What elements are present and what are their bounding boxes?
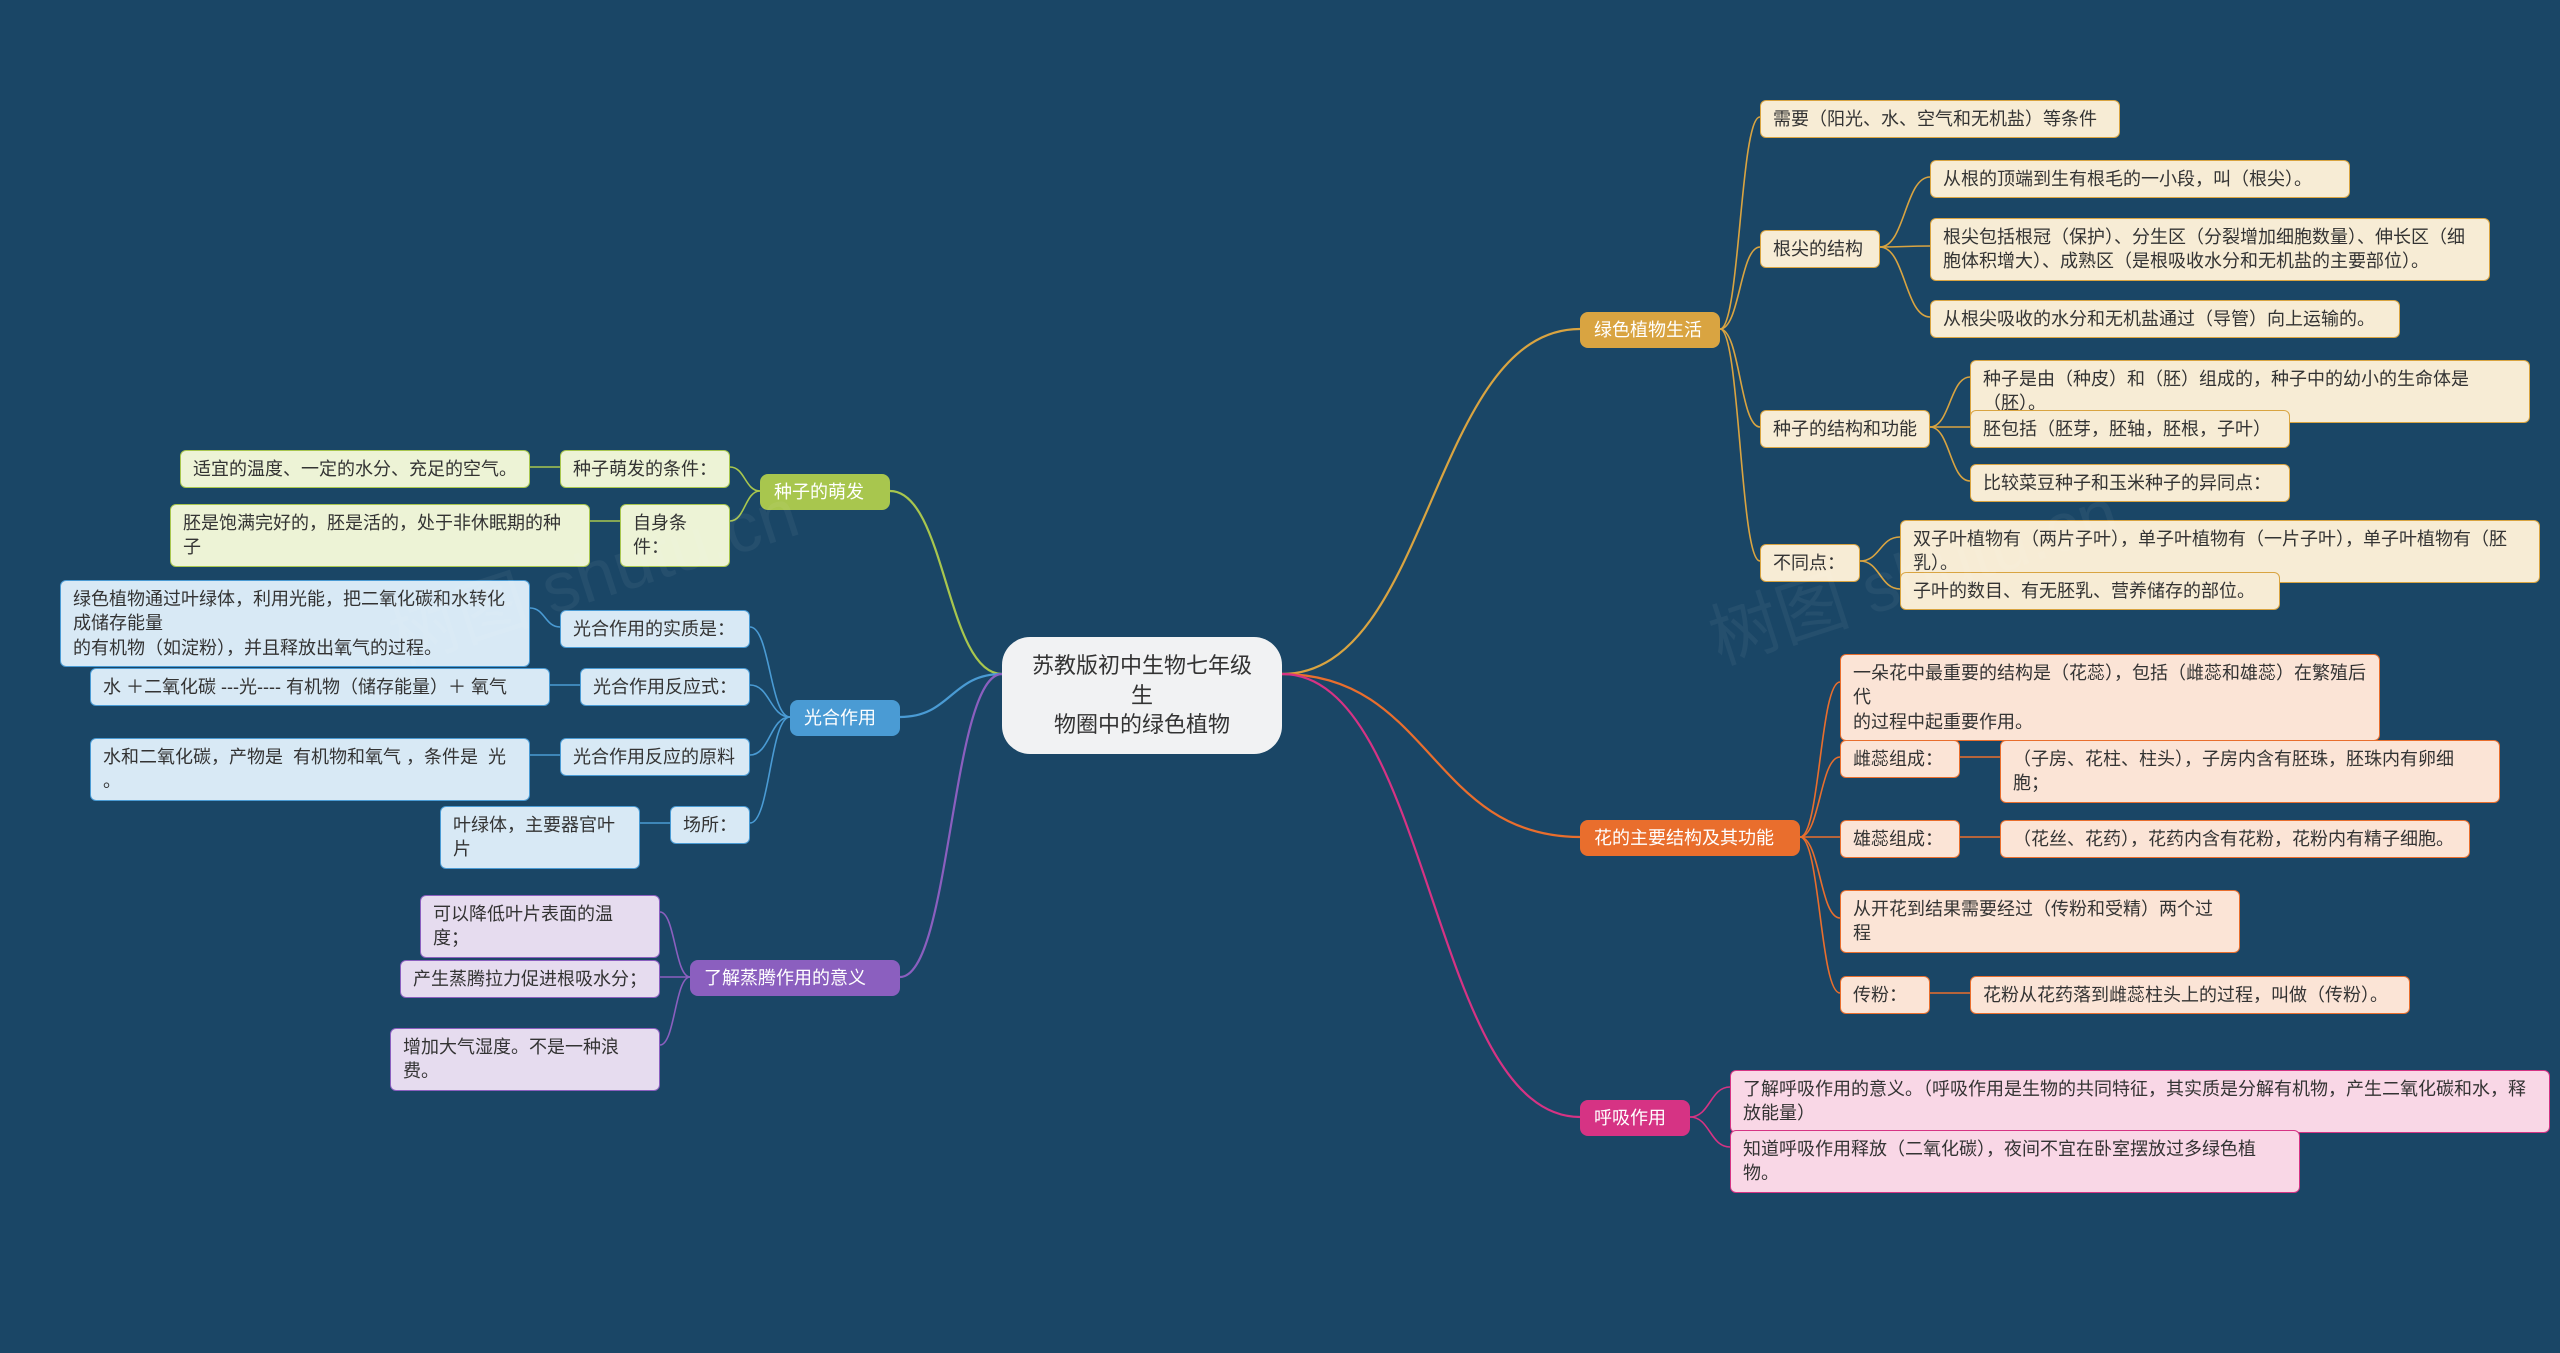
mindmap-node: 种子的萌发 <box>760 474 890 510</box>
mindmap-node: 根尖包括根冠（保护）、分生区（分裂增加细胞数量）、伸长区（细 胞体积增大）、成熟… <box>1930 218 2490 281</box>
mindmap-node: 雄蕊组成： <box>1840 820 1960 858</box>
mindmap-node: 可以降低叶片表面的温度； <box>420 895 660 958</box>
mindmap-node: 增加大气湿度。不是一种浪费。 <box>390 1028 660 1091</box>
mindmap-node: 根尖的结构 <box>1760 230 1880 268</box>
mindmap-node: 花的主要结构及其功能 <box>1580 820 1800 856</box>
mindmap-node: 适宜的温度、一定的水分、充足的空气。 <box>180 450 530 488</box>
mindmap-node: 绿色植物通过叶绿体，利用光能，把二氧化碳和水转化成储存能量 的有机物（如淀粉），… <box>60 580 530 667</box>
mindmap-node: 传粉： <box>1840 976 1930 1014</box>
mindmap-node: 需要（阳光、水、空气和无机盐）等条件 <box>1760 100 2120 138</box>
mindmap-node: （花丝、花药），花药内含有花粉，花粉内有精子细胞。 <box>2000 820 2470 858</box>
mindmap-node: 叶绿体，主要器官叶片 <box>440 806 640 869</box>
mindmap-node: 光合作用反应式： <box>580 668 750 706</box>
mindmap-node: 绿色植物生活 <box>1580 312 1720 348</box>
mindmap-node: 从根尖吸收的水分和无机盐通过（导管）向上运输的。 <box>1930 300 2400 338</box>
mindmap-node: 苏教版初中生物七年级生 物圈中的绿色植物 <box>1002 637 1282 754</box>
mindmap-node: 从开花到结果需要经过（传粉和受精）两个过 程 <box>1840 890 2240 953</box>
mindmap-node: 知道呼吸作用释放（二氧化碳），夜间不宜在卧室摆放过多绿色植物。 <box>1730 1130 2300 1193</box>
mindmap-node: 种子萌发的条件： <box>560 450 730 488</box>
mindmap-node: 花粉从花药落到雌蕊柱头上的过程，叫做（传粉）。 <box>1970 976 2410 1014</box>
mindmap-node: 光合作用的实质是： <box>560 610 750 648</box>
mindmap-node: 种子的结构和功能 <box>1760 410 1930 448</box>
mindmap-node: 从根的顶端到生有根毛的一小段，叫（根尖）。 <box>1930 160 2350 198</box>
mindmap-node: 光合作用 <box>790 700 900 736</box>
mindmap-node: 子叶的数目、有无胚乳、营养储存的部位。 <box>1900 572 2280 610</box>
mindmap-node: 场所： <box>670 806 750 844</box>
mindmap-node: 自身条件： <box>620 504 730 567</box>
mindmap-node: 胚是饱满完好的，胚是活的，处于非休眠期的种子 <box>170 504 590 567</box>
mindmap-node: 比较菜豆种子和玉米种子的异同点： <box>1970 464 2290 502</box>
mindmap-node: 水和二氧化碳，产物是 有机物和氧气 ，条件是 光 。 <box>90 738 530 801</box>
mindmap-node: （子房、花柱、柱头），子房内含有胚珠，胚珠内有卵细胞； <box>2000 740 2500 803</box>
mindmap-node: 雌蕊组成： <box>1840 740 1960 778</box>
mindmap-node: 了解蒸腾作用的意义 <box>690 960 900 996</box>
mindmap-node: 一朵花中最重要的结构是（花蕊），包括（雌蕊和雄蕊）在繁殖后代 的过程中起重要作用… <box>1840 654 2380 741</box>
mindmap-node: 光合作用反应的原料 <box>560 738 750 776</box>
mindmap-node: 产生蒸腾拉力促进根吸水分； <box>400 960 660 998</box>
mindmap-node: 不同点： <box>1760 544 1860 582</box>
mindmap-node: 呼吸作用 <box>1580 1100 1690 1136</box>
mindmap-node: 水 ＋二氧化碳 ---光---- 有机物（储存能量）＋ 氧气 <box>90 668 550 706</box>
mindmap-node: 胚包括（胚芽，胚轴，胚根，子叶） <box>1970 410 2290 448</box>
mindmap-node: 了解呼吸作用的意义。（呼吸作用是生物的共同特征，其实质是分解有机物，产生二氧化碳… <box>1730 1070 2550 1133</box>
